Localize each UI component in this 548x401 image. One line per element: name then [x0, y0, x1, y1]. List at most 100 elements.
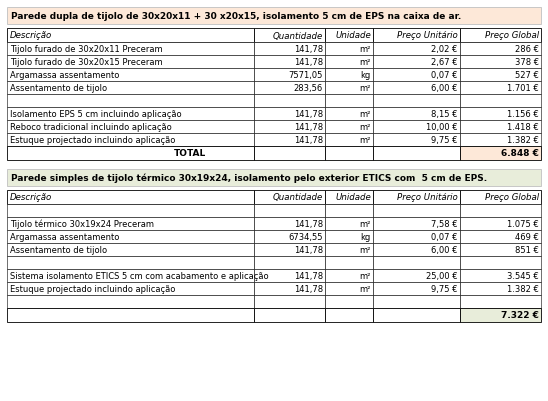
- Text: 0,07 €: 0,07 €: [431, 71, 458, 80]
- Bar: [254, 308, 325, 322]
- Bar: [7, 43, 254, 56]
- Bar: [373, 243, 460, 256]
- Bar: [460, 217, 541, 231]
- Bar: [373, 82, 460, 95]
- Bar: [325, 231, 373, 243]
- Bar: [373, 108, 460, 121]
- Bar: [460, 243, 541, 256]
- Bar: [7, 29, 254, 43]
- Text: Assentamento de tijolo: Assentamento de tijolo: [10, 245, 107, 254]
- Text: Quantidade: Quantidade: [272, 31, 323, 41]
- Bar: [373, 121, 460, 134]
- Text: m²: m²: [359, 58, 371, 67]
- Text: 141,78: 141,78: [294, 219, 323, 229]
- Bar: [460, 82, 541, 95]
- Text: Estuque projectado incluindo aplicação: Estuque projectado incluindo aplicação: [10, 136, 175, 145]
- Bar: [325, 243, 373, 256]
- Bar: [373, 205, 460, 217]
- Bar: [7, 217, 254, 231]
- Bar: [460, 190, 541, 205]
- Text: 6.848 €: 6.848 €: [501, 149, 539, 158]
- Bar: [254, 231, 325, 243]
- Text: kg: kg: [361, 71, 371, 80]
- Bar: [373, 95, 460, 108]
- Bar: [254, 190, 325, 205]
- Bar: [325, 295, 373, 308]
- Bar: [460, 29, 541, 43]
- Text: Descrição: Descrição: [10, 193, 52, 202]
- Bar: [373, 231, 460, 243]
- Bar: [7, 108, 254, 121]
- Text: 7,58 €: 7,58 €: [431, 219, 458, 229]
- Bar: [254, 134, 325, 147]
- Bar: [373, 43, 460, 56]
- Text: Preço Global: Preço Global: [485, 193, 539, 202]
- Bar: [254, 56, 325, 69]
- Bar: [254, 95, 325, 108]
- Text: 141,78: 141,78: [294, 45, 323, 54]
- Text: 851 €: 851 €: [515, 245, 539, 254]
- Bar: [460, 43, 541, 56]
- Bar: [325, 121, 373, 134]
- Bar: [325, 29, 373, 43]
- Text: 141,78: 141,78: [294, 58, 323, 67]
- Bar: [254, 108, 325, 121]
- Bar: [460, 282, 541, 295]
- Text: 1.156 €: 1.156 €: [507, 110, 539, 119]
- Bar: [325, 269, 373, 282]
- Bar: [325, 205, 373, 217]
- Text: Preço Unitário: Preço Unitário: [397, 31, 458, 41]
- Text: m²: m²: [359, 110, 371, 119]
- Bar: [325, 308, 373, 322]
- Text: 283,56: 283,56: [294, 84, 323, 93]
- Bar: [254, 69, 325, 82]
- Bar: [254, 29, 325, 43]
- Bar: [325, 56, 373, 69]
- Text: 7571,05: 7571,05: [288, 71, 323, 80]
- Text: 1.382 €: 1.382 €: [507, 136, 539, 145]
- Bar: [373, 56, 460, 69]
- Bar: [325, 256, 373, 269]
- Bar: [254, 269, 325, 282]
- Text: 527 €: 527 €: [515, 71, 539, 80]
- Bar: [254, 282, 325, 295]
- Bar: [7, 190, 254, 205]
- Bar: [373, 217, 460, 231]
- Text: Tijolo térmico 30x19x24 Preceram: Tijolo térmico 30x19x24 Preceram: [10, 219, 154, 229]
- Text: 3.545 €: 3.545 €: [507, 271, 539, 280]
- Bar: [325, 69, 373, 82]
- Bar: [7, 170, 541, 186]
- Text: TOTAL: TOTAL: [174, 149, 206, 158]
- Bar: [373, 147, 460, 160]
- Bar: [460, 205, 541, 217]
- Bar: [325, 108, 373, 121]
- Bar: [325, 134, 373, 147]
- Bar: [460, 69, 541, 82]
- Text: 1.382 €: 1.382 €: [507, 284, 539, 293]
- Text: 469 €: 469 €: [515, 233, 539, 241]
- Text: 1.418 €: 1.418 €: [507, 123, 539, 132]
- Bar: [7, 308, 254, 322]
- Text: Tijolo furado de 30x20x15 Preceram: Tijolo furado de 30x20x15 Preceram: [10, 58, 163, 67]
- Bar: [460, 121, 541, 134]
- Bar: [325, 95, 373, 108]
- Text: 2,02 €: 2,02 €: [431, 45, 458, 54]
- Bar: [373, 308, 460, 322]
- Bar: [7, 56, 254, 69]
- Bar: [460, 295, 541, 308]
- Bar: [373, 69, 460, 82]
- Bar: [460, 231, 541, 243]
- Bar: [460, 134, 541, 147]
- Bar: [7, 205, 254, 217]
- Bar: [254, 205, 325, 217]
- Text: Argamassa assentamento: Argamassa assentamento: [10, 233, 119, 241]
- Bar: [373, 282, 460, 295]
- Bar: [7, 231, 254, 243]
- Bar: [7, 95, 254, 108]
- Text: Tijolo furado de 30x20x11 Preceram: Tijolo furado de 30x20x11 Preceram: [10, 45, 163, 54]
- Bar: [460, 269, 541, 282]
- Text: 25,00 €: 25,00 €: [426, 271, 458, 280]
- Bar: [254, 147, 325, 160]
- Text: 6,00 €: 6,00 €: [431, 245, 458, 254]
- Bar: [460, 108, 541, 121]
